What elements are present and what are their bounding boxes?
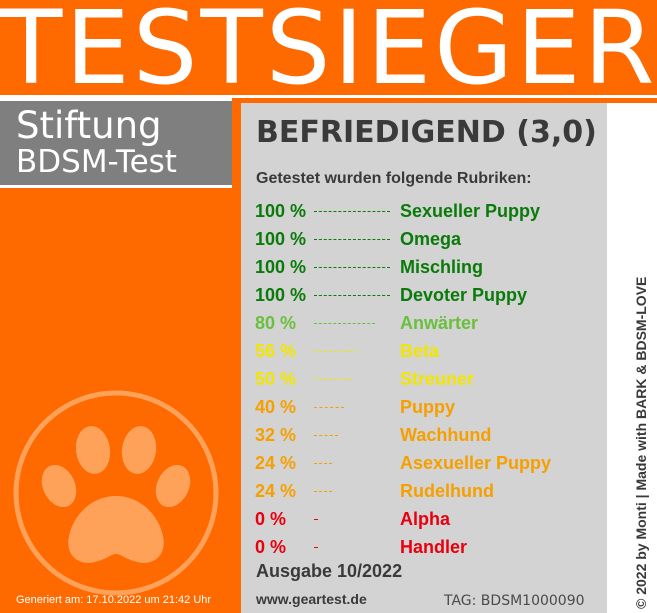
rubric-percent: 100 % xyxy=(255,201,307,221)
rubric-name: Streuner xyxy=(400,369,475,389)
rubric-percent: 24 % xyxy=(255,481,297,501)
rubric-dots xyxy=(314,267,390,268)
rubric-percent: 50 % xyxy=(255,369,297,389)
rubric-name: Sexueller Puppy xyxy=(400,201,541,221)
rubric-dots xyxy=(314,435,338,436)
header-banner: TESTSIEGER xyxy=(0,0,657,108)
generated-timestamp: Generiert am: 17.10.2022 um 21:42 Uhr xyxy=(16,594,212,606)
rubric-row: 0 % Handler xyxy=(241,533,607,561)
rubric-percent: 100 % xyxy=(255,257,307,277)
rubric-name: Alpha xyxy=(400,509,451,529)
rubric-dots xyxy=(314,323,375,324)
paw-icon xyxy=(13,390,219,596)
rubric-name: Anwärter xyxy=(400,313,479,333)
rubric-row: 100 % Omega xyxy=(241,225,607,253)
rubric-row: 56 % Beta xyxy=(241,337,607,365)
rubric-percent: 40 % xyxy=(255,397,297,417)
copyright-text: © 2022 by Monti | Made with BARK & BDSM-… xyxy=(633,276,649,609)
rubric-percent: 32 % xyxy=(255,425,297,445)
rubric-row: 100 % Sexueller Puppy xyxy=(241,197,607,225)
rubric-name: Asexueller Puppy xyxy=(400,453,552,473)
rubric-row: 80 % Anwärter xyxy=(241,309,607,337)
rubric-percent: 100 % xyxy=(255,229,307,249)
rubric-name: Handler xyxy=(400,537,468,557)
rubric-dots xyxy=(314,379,352,380)
rubric-percent: 100 % xyxy=(255,285,307,305)
rubric-dots xyxy=(314,295,390,296)
rubric-dots xyxy=(314,547,318,548)
rubric-row: 32 % Wachhund xyxy=(241,421,607,449)
rubric-row: 100 % Devoter Puppy xyxy=(241,281,607,309)
website-link[interactable]: www.geartest.de xyxy=(256,591,367,607)
result-panel: BEFRIEDIGEND (3,0) Getestet wurden folge… xyxy=(241,103,607,613)
rubric-row: 0 % Alpha xyxy=(241,505,607,533)
rubric-name: Beta xyxy=(400,341,440,361)
testsieger-title: TESTSIEGER xyxy=(0,0,657,108)
issue-label: Ausgabe 10/2022 xyxy=(256,561,403,581)
rubric-name: Devoter Puppy xyxy=(400,285,528,305)
brand-box: Stiftung BDSM-Test xyxy=(0,98,232,188)
rating-heading: BEFRIEDIGEND (3,0) xyxy=(256,115,597,150)
rubric-percent: 56 % xyxy=(255,341,297,361)
rubric-percent: 0 % xyxy=(255,509,287,529)
rubric-dots xyxy=(314,491,332,492)
rubrics-subtitle: Getestet wurden folgende Rubriken: xyxy=(256,170,532,187)
rubric-dots xyxy=(314,351,357,352)
rubric-percent: 80 % xyxy=(255,313,297,333)
brand-name-line2: BDSM-Test xyxy=(16,144,177,180)
tag-id: TAG: BDSM1000090 xyxy=(444,593,585,609)
rubric-dots xyxy=(314,407,344,408)
rubric-row: 40 % Puppy xyxy=(241,393,607,421)
rubric-name: Mischling xyxy=(400,257,484,277)
left-column: Stiftung BDSM-Test Generiert am: 17.10.2… xyxy=(0,98,232,613)
rubric-row: 100 % Mischling xyxy=(241,253,607,281)
rubric-dots xyxy=(314,211,390,212)
rubric-name: Wachhund xyxy=(400,425,492,445)
rubric-row: 24 % Asexueller Puppy xyxy=(241,449,607,477)
rubric-name: Puppy xyxy=(400,397,456,417)
copyright-strip: © 2022 by Monti | Made with BARK & BDSM-… xyxy=(607,103,657,613)
rubric-name: Omega xyxy=(400,229,462,249)
rubric-dots xyxy=(314,463,332,464)
rubric-row: 50 % Streuner xyxy=(241,365,607,393)
rubric-percent: 24 % xyxy=(255,453,297,473)
rubric-dots xyxy=(314,239,390,240)
rubric-row: 24 % Rudelhund xyxy=(241,477,607,505)
rubric-percent: 0 % xyxy=(255,537,287,557)
rubric-name: Rudelhund xyxy=(400,481,494,501)
rubric-dots xyxy=(314,519,318,520)
brand-name-line1: Stiftung xyxy=(16,104,162,147)
